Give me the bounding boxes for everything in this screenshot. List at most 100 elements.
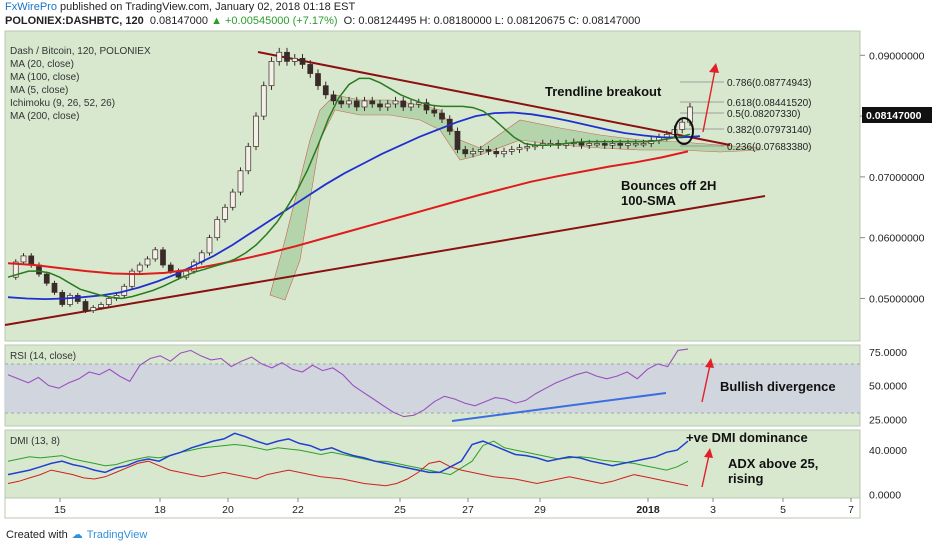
candle-body [454,130,461,150]
x-tick-label: 15 [54,504,66,516]
rsi-y-tick-label: 50.0000 [869,381,907,393]
candle-body [617,143,624,146]
candle-body [167,264,174,272]
x-tick-label: 18 [154,504,166,516]
price-change: ▲ +0.00545000 (+7.17%) [211,15,338,27]
dmi-minus-line [7,460,689,487]
candle-body [284,51,290,62]
rsi-divergence-line [451,392,667,422]
candle-body [43,273,50,284]
annotation-trendline-breakout: Trendline breakout [545,84,662,99]
x-tick-label: 20 [222,504,234,516]
candle-body [330,94,337,102]
candle-body [508,149,515,152]
symbol-line: POLONIEX:DASHBTC, 120 0.08147000 ▲ +0.00… [5,15,932,27]
fib-label: 0.382(0.07973140) [727,125,812,136]
x-tick-label: 2018 [636,504,660,516]
chart-title: Dash / Bitcoin, 120, POLONIEX [10,46,151,57]
candle-body [268,61,275,87]
dmi-y-tick-label: 0.0000 [869,490,901,502]
price-y-axis: 0.090000000.080000000.070000000.06000000… [860,50,925,305]
projection-arrow [702,69,716,133]
candle-body [640,143,647,146]
candle-body [400,100,407,108]
legend-ma200: MA (200, close) [10,111,79,122]
candle-body [377,103,383,108]
ma100-line [7,111,701,301]
candle-body [136,264,143,272]
fib-label: 0.786(0.08774943) [727,78,812,89]
candle-body [423,102,430,111]
candle-body [392,100,399,105]
candle-body [160,249,166,266]
ma20-line [7,77,691,300]
price-y-tick-label: 0.05000000 [869,293,925,305]
x-tick-label: 3 [710,504,716,516]
candle-body [291,58,298,62]
rsi-y-tick-label: 25.0000 [869,414,907,426]
price-y-tick-label: 0.09000000 [869,50,925,62]
footer: Created with ☁ TradingView [6,528,147,541]
rsi-band [5,364,860,413]
price-y-tick-label: 0.07000000 [869,172,925,184]
candle-body [501,151,507,155]
annotation-adx-2: rising [728,471,763,486]
rsi-title: RSI (14, close) [10,351,76,362]
candle-body [586,143,593,146]
legend-ma100: MA (100, close) [10,72,79,83]
candle-body [214,219,221,239]
candle-body [98,304,104,308]
ohlc-values: O: 0.08124495 H: 0.08180000 L: 0.0812067… [343,15,641,27]
last-price-tag-text: 0.08147000 [866,110,922,122]
candle-body [384,103,391,108]
candle-body [28,255,35,266]
candle-body [493,151,500,155]
candle-body [408,103,414,108]
breakout-circle [674,117,694,145]
candle-body [237,170,244,193]
annotation-adx-1: ADX above 25, [728,456,818,471]
x-tick-label: 27 [462,504,474,516]
candle-body [152,249,159,260]
candle-body [51,282,58,293]
legend-ma20: MA (20, close) [10,59,74,70]
x-tick-label: 25 [394,504,406,516]
publisher-link[interactable]: FxWirePro [5,1,57,13]
x-axis: 15 18 20 22 25 27 29 2018 3 5 7 [54,498,854,516]
annotation-bounces-2: 100-SMA [621,193,677,208]
last-price: 0.08147000 [149,15,208,27]
x-tick-label: 22 [292,504,304,516]
tradingview-logo-icon: ☁ [71,529,83,541]
candle-body [315,73,321,87]
tradingview-link[interactable]: TradingView [86,529,148,541]
publish-line: FxWirePro published on TradingView.com, … [5,1,932,13]
x-axis-bar [4,497,861,519]
rsi-line [7,348,689,418]
dmi-title: DMI (13, 8) [10,436,60,447]
candle-body [415,102,422,105]
publish-info: published on TradingView.com, January 02… [56,1,356,13]
candle-body [516,147,523,150]
upper-trendline [257,51,731,146]
candlesticks [12,47,693,313]
candle-body [105,298,112,305]
candle-body [144,258,151,266]
fib-label: 0.236(0.07683380) [727,142,812,153]
candle-body [229,191,236,208]
candle-body [462,149,469,155]
candle-body [82,301,89,311]
candle-body [245,146,252,172]
created-with-label: Created with [6,529,68,541]
symbol-label: POLONIEX:DASHBTC, 120 [5,15,144,27]
projection-arrowhead [709,63,719,73]
fib-label: 0.5(0.08207330) [727,109,800,120]
annotation-dmi-dominance: +ve DMI dominance [686,430,808,445]
candle-body [439,112,445,120]
rsi-arrow [701,364,711,403]
annotation-bullish-divergence: Bullish divergence [720,379,836,394]
candle-body [90,307,97,311]
candle-body [524,146,531,149]
candle-body [361,100,368,108]
candle-body [260,85,267,117]
